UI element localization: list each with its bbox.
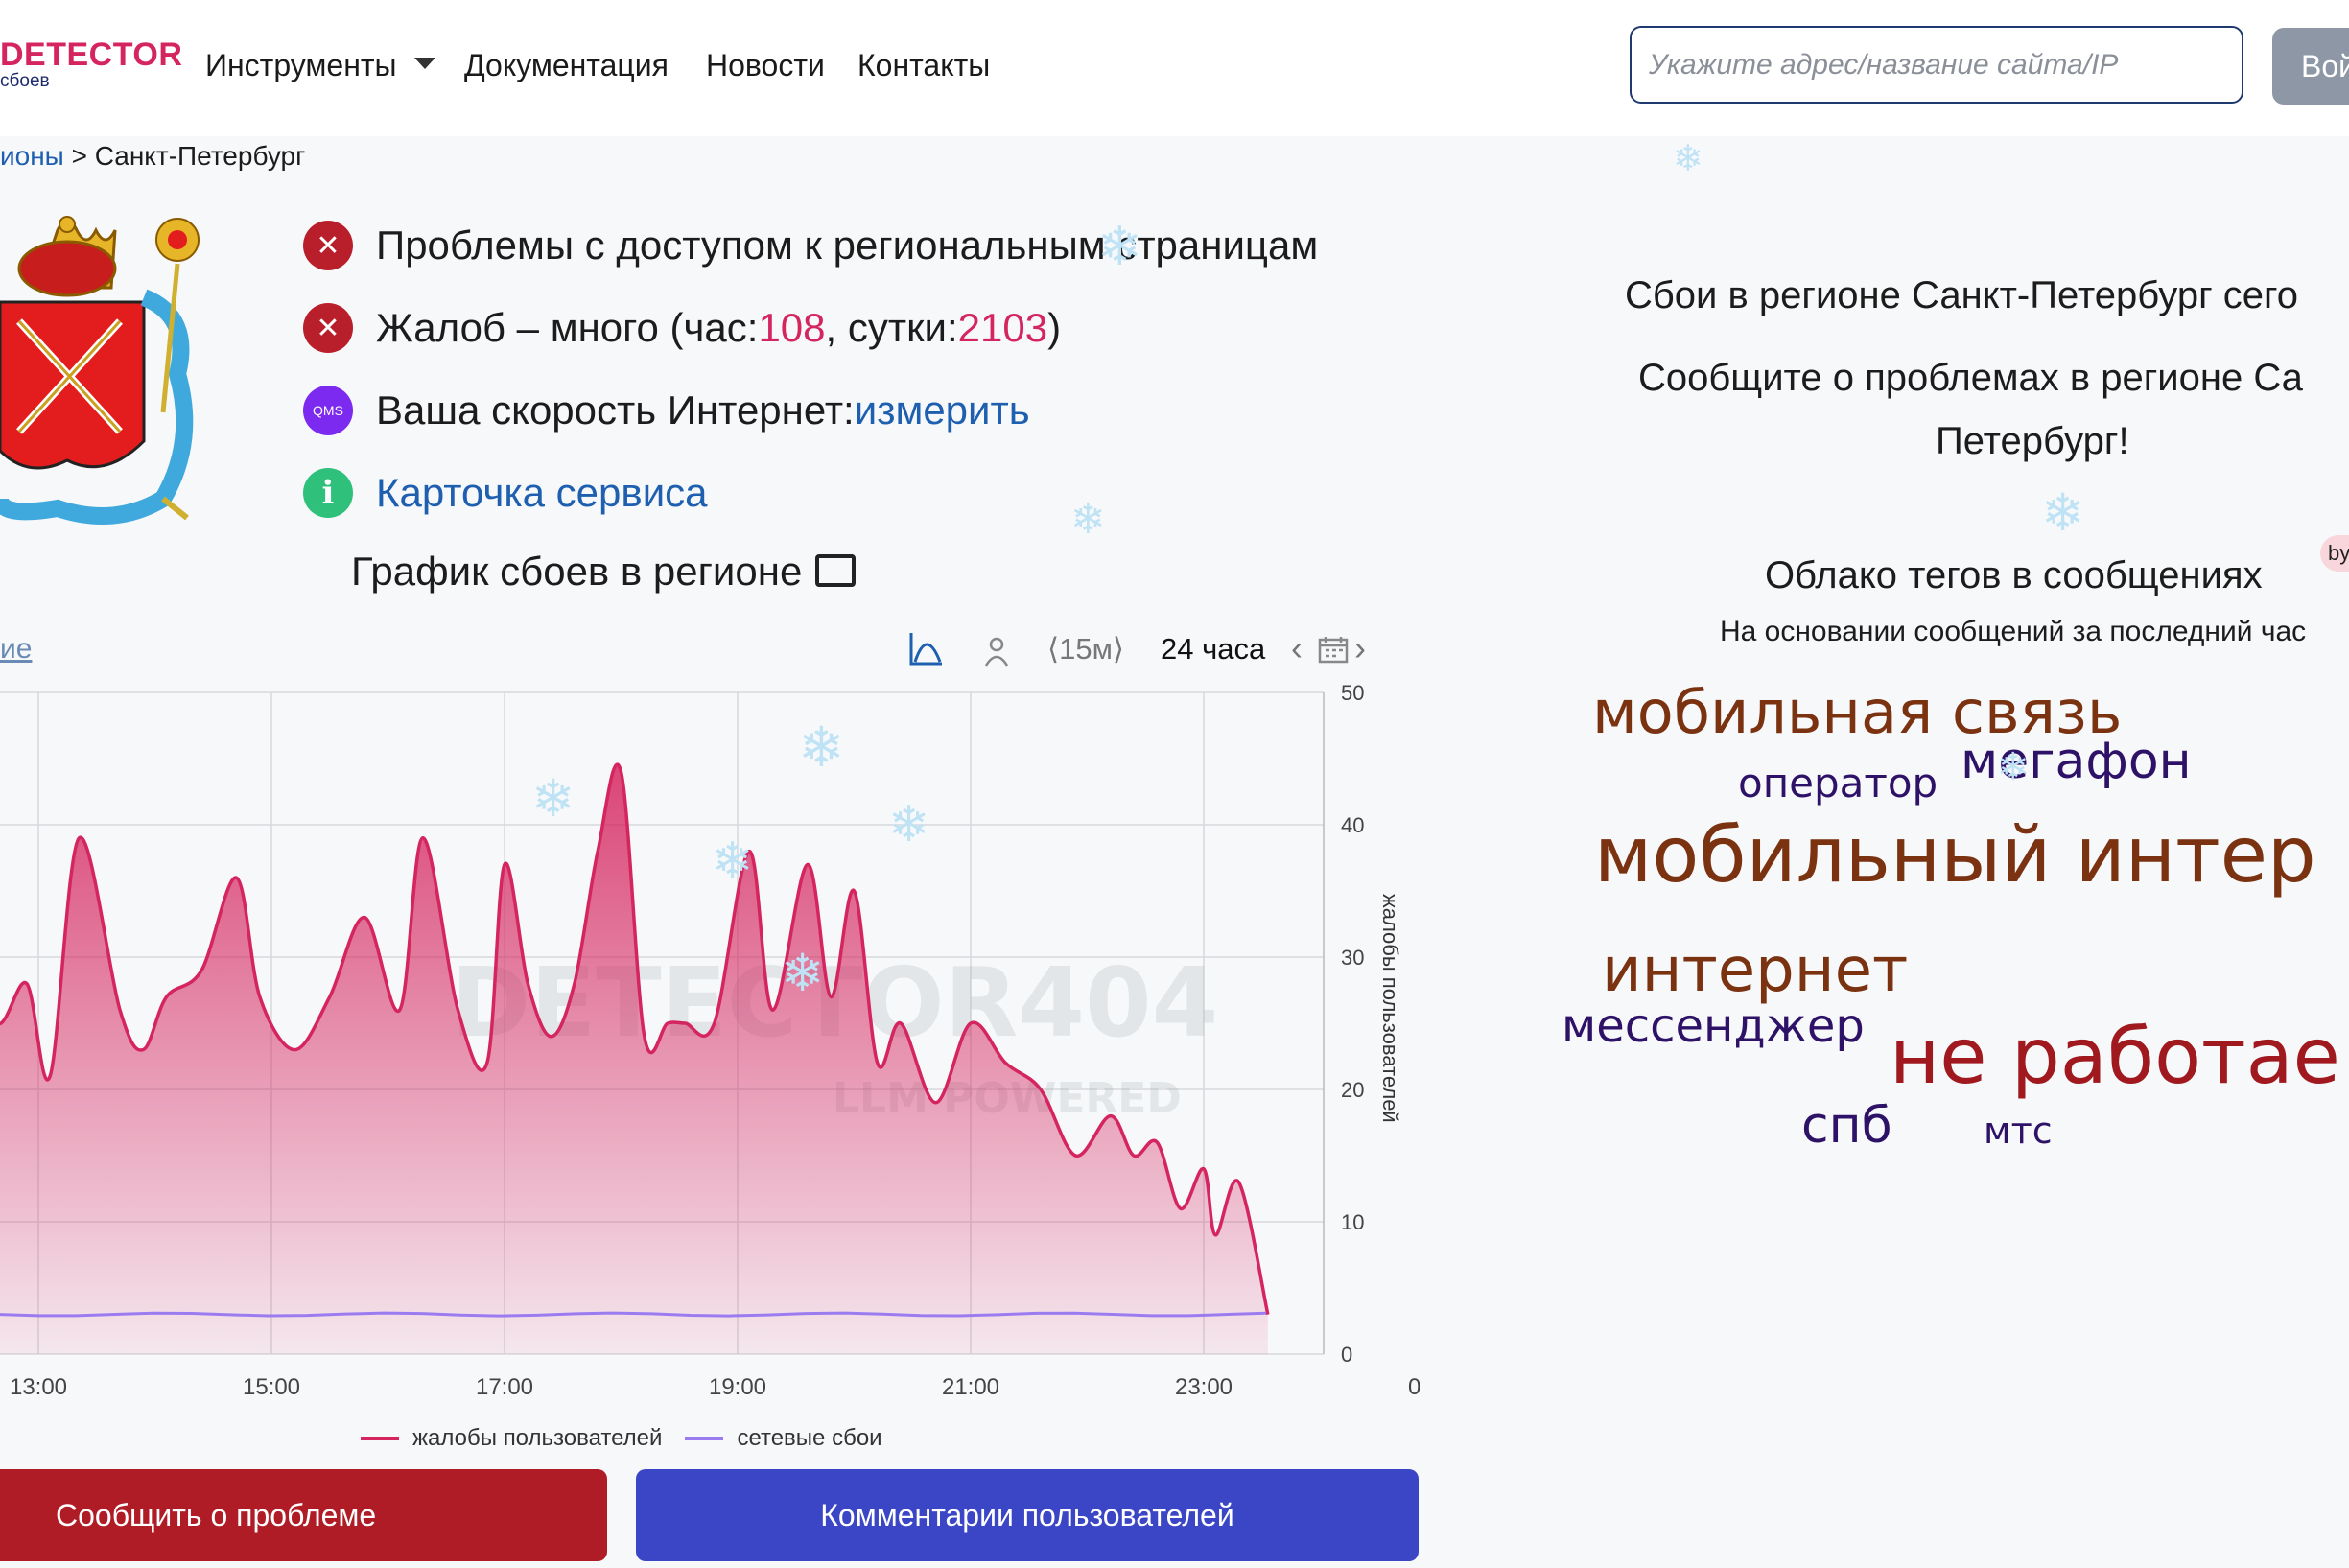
legend-network[interactable]: сетевые сбои <box>737 1425 882 1451</box>
tag-not-working[interactable]: не работае <box>1890 1012 2340 1101</box>
nav-contacts[interactable]: Контакты <box>857 48 991 82</box>
y-tick-label: 50 <box>1341 681 1364 705</box>
tag-messenger[interactable]: мессенджер <box>1562 999 1865 1053</box>
legend-swatch-complaints <box>361 1437 399 1440</box>
site-search-input[interactable] <box>1630 26 2243 104</box>
tag-mobile-connection[interactable]: мобильная связь <box>1592 677 2123 747</box>
network-outages-line <box>0 1311 1267 1318</box>
chart-title: График сбоев в регионе <box>351 549 857 595</box>
x-tick-label: 13:00 <box>10 1374 67 1400</box>
legend-complaints[interactable]: жалобы пользователей <box>412 1425 663 1451</box>
legend-swatch-network <box>685 1437 724 1440</box>
tag-cloud-subtitle: На основании сообщений за последний час <box>1720 616 2307 647</box>
snowflake-icon: ❄ <box>1070 495 1106 544</box>
x-tick-label: 19:00 <box>709 1374 766 1400</box>
tag-mts[interactable]: мтс <box>1984 1110 2053 1152</box>
status-access-text: Проблемы с доступом к региональным стран… <box>376 222 1319 268</box>
y-tick-label: 20 <box>1341 1078 1364 1102</box>
y-tick-label: 10 <box>1341 1210 1364 1234</box>
report-region-text-line2: Петербург! <box>1936 420 2129 462</box>
interval-selector[interactable]: ⟨15м⟩ <box>1047 632 1124 666</box>
site-logo[interactable]: DETECTOR <box>0 36 183 73</box>
nav-news[interactable]: Новости <box>706 48 825 82</box>
error-icon: ✕ <box>303 221 353 270</box>
login-button[interactable]: Вой <box>2272 28 2349 105</box>
tag-megafon[interactable]: мегафон <box>1961 733 2192 790</box>
snowflake-icon: ❄ <box>531 768 576 829</box>
snowflake-icon: ❄ <box>1673 137 1703 179</box>
calendar-icon[interactable] <box>1318 635 1349 664</box>
x-axis-ticks: 13:0015:0017:0019:0021:0023:0001:0003:00… <box>10 1374 1420 1400</box>
y-axis-ticks: 0 10 20 30 40 50 <box>1341 681 1364 1367</box>
error-icon: ✕ <box>303 303 353 353</box>
y-tick-label: 40 <box>1341 813 1364 837</box>
tag-spb[interactable]: спб <box>1801 1097 1892 1155</box>
y-axis-label: жалобы пользователей <box>1378 894 1402 1123</box>
x-tick-label: 15:00 <box>243 1374 300 1400</box>
nav-tools[interactable]: Инструменты <box>205 48 397 82</box>
info-icon: i <box>303 468 353 518</box>
nav-documentation[interactable]: Документация <box>464 48 669 82</box>
chart-mode-link[interactable]: ие <box>0 633 33 665</box>
status-complaints: ✕ Жалоб – много (час: 108, сутки: 2103) <box>303 299 1061 357</box>
status-access-problem: ✕ Проблемы с доступом к региональным стр… <box>303 217 1318 274</box>
chevron-right-icon[interactable]: › <box>1354 628 1366 667</box>
qms-speed-icon: QMS <box>303 386 353 435</box>
snowflake-icon: ❄ <box>1997 745 2030 789</box>
snowflake-icon: ❄ <box>888 796 930 854</box>
site-logo-subtitle: сбоев <box>0 71 50 91</box>
range-selector[interactable]: 24 часа <box>1161 632 1266 666</box>
complaints-hour-count: 108 <box>758 305 826 350</box>
service-card-link[interactable]: Карточка сервиса <box>376 470 708 515</box>
complaints-area <box>0 764 1268 1354</box>
tag-operator[interactable]: оператор <box>1738 760 1938 807</box>
region-outages-today: Сбои в регионе Санкт-Петербург сего <box>1625 274 2299 316</box>
breadcrumb-current: Санкт-Петербург <box>94 141 306 171</box>
x-tick-label: 23:00 <box>1175 1374 1233 1400</box>
x-tick-label: 17:00 <box>476 1374 533 1400</box>
snowflake-icon: ❄ <box>1097 216 1142 278</box>
y-tick-label: 0 <box>1341 1343 1352 1367</box>
complaints-suffix: ) <box>1047 305 1062 350</box>
snowflake-icon: ❄ <box>712 832 754 890</box>
speed-prefix: Ваша скорость Интернет: <box>376 387 855 433</box>
snowflake-icon: ❄ <box>798 714 845 780</box>
tv-icon[interactable] <box>815 554 857 587</box>
chevron-left-icon[interactable]: ‹ <box>1291 628 1303 667</box>
complaints-line <box>0 762 1270 1315</box>
user-comments-button[interactable]: Комментарии пользователей <box>636 1469 1419 1561</box>
tag-cloud-title: Облако тегов в сообщениях <box>1765 554 2263 597</box>
x-tick-label: 21:00 <box>942 1374 999 1400</box>
person-icon[interactable] <box>982 635 1011 667</box>
status-speed: QMS Ваша скорость Интернет: измерить <box>303 382 1030 439</box>
complaints-day-count: 2103 <box>957 305 1048 350</box>
caret-down-icon[interactable] <box>414 58 435 69</box>
area-chart-icon[interactable] <box>907 629 946 667</box>
complaints-mid: , сутки: <box>825 305 958 350</box>
breadcrumb-regions-link[interactable]: ионы <box>0 141 64 171</box>
tag-cloud-badge: by <box>2320 535 2349 572</box>
measure-speed-link[interactable]: измерить <box>854 387 1030 433</box>
status-service-card: i Карточка сервиса <box>303 464 708 522</box>
report-problem-button[interactable]: Сообщить о проблеме <box>0 1469 607 1561</box>
tag-mobile-internet[interactable]: мобильный интер <box>1594 810 2316 900</box>
tag-internet[interactable]: интернет <box>1602 935 1909 1006</box>
y-tick-label: 30 <box>1341 946 1364 970</box>
complaints-prefix: Жалоб – много (час: <box>376 305 759 350</box>
x-tick-label: 01:00 <box>1408 1374 1420 1400</box>
breadcrumb-separator: > <box>71 141 87 171</box>
snowflake-icon: ❄ <box>2041 482 2085 543</box>
coat-of-arms-image <box>0 216 200 525</box>
snowflake-icon: ❄ <box>781 943 825 1003</box>
chart-legend: жалобы пользователей сетевые сбои <box>361 1425 882 1452</box>
breadcrumb: ионы > Санкт-Петербург <box>0 141 305 172</box>
report-region-text-line1: Сообщите о проблемах в регионе Са <box>1638 357 2303 399</box>
